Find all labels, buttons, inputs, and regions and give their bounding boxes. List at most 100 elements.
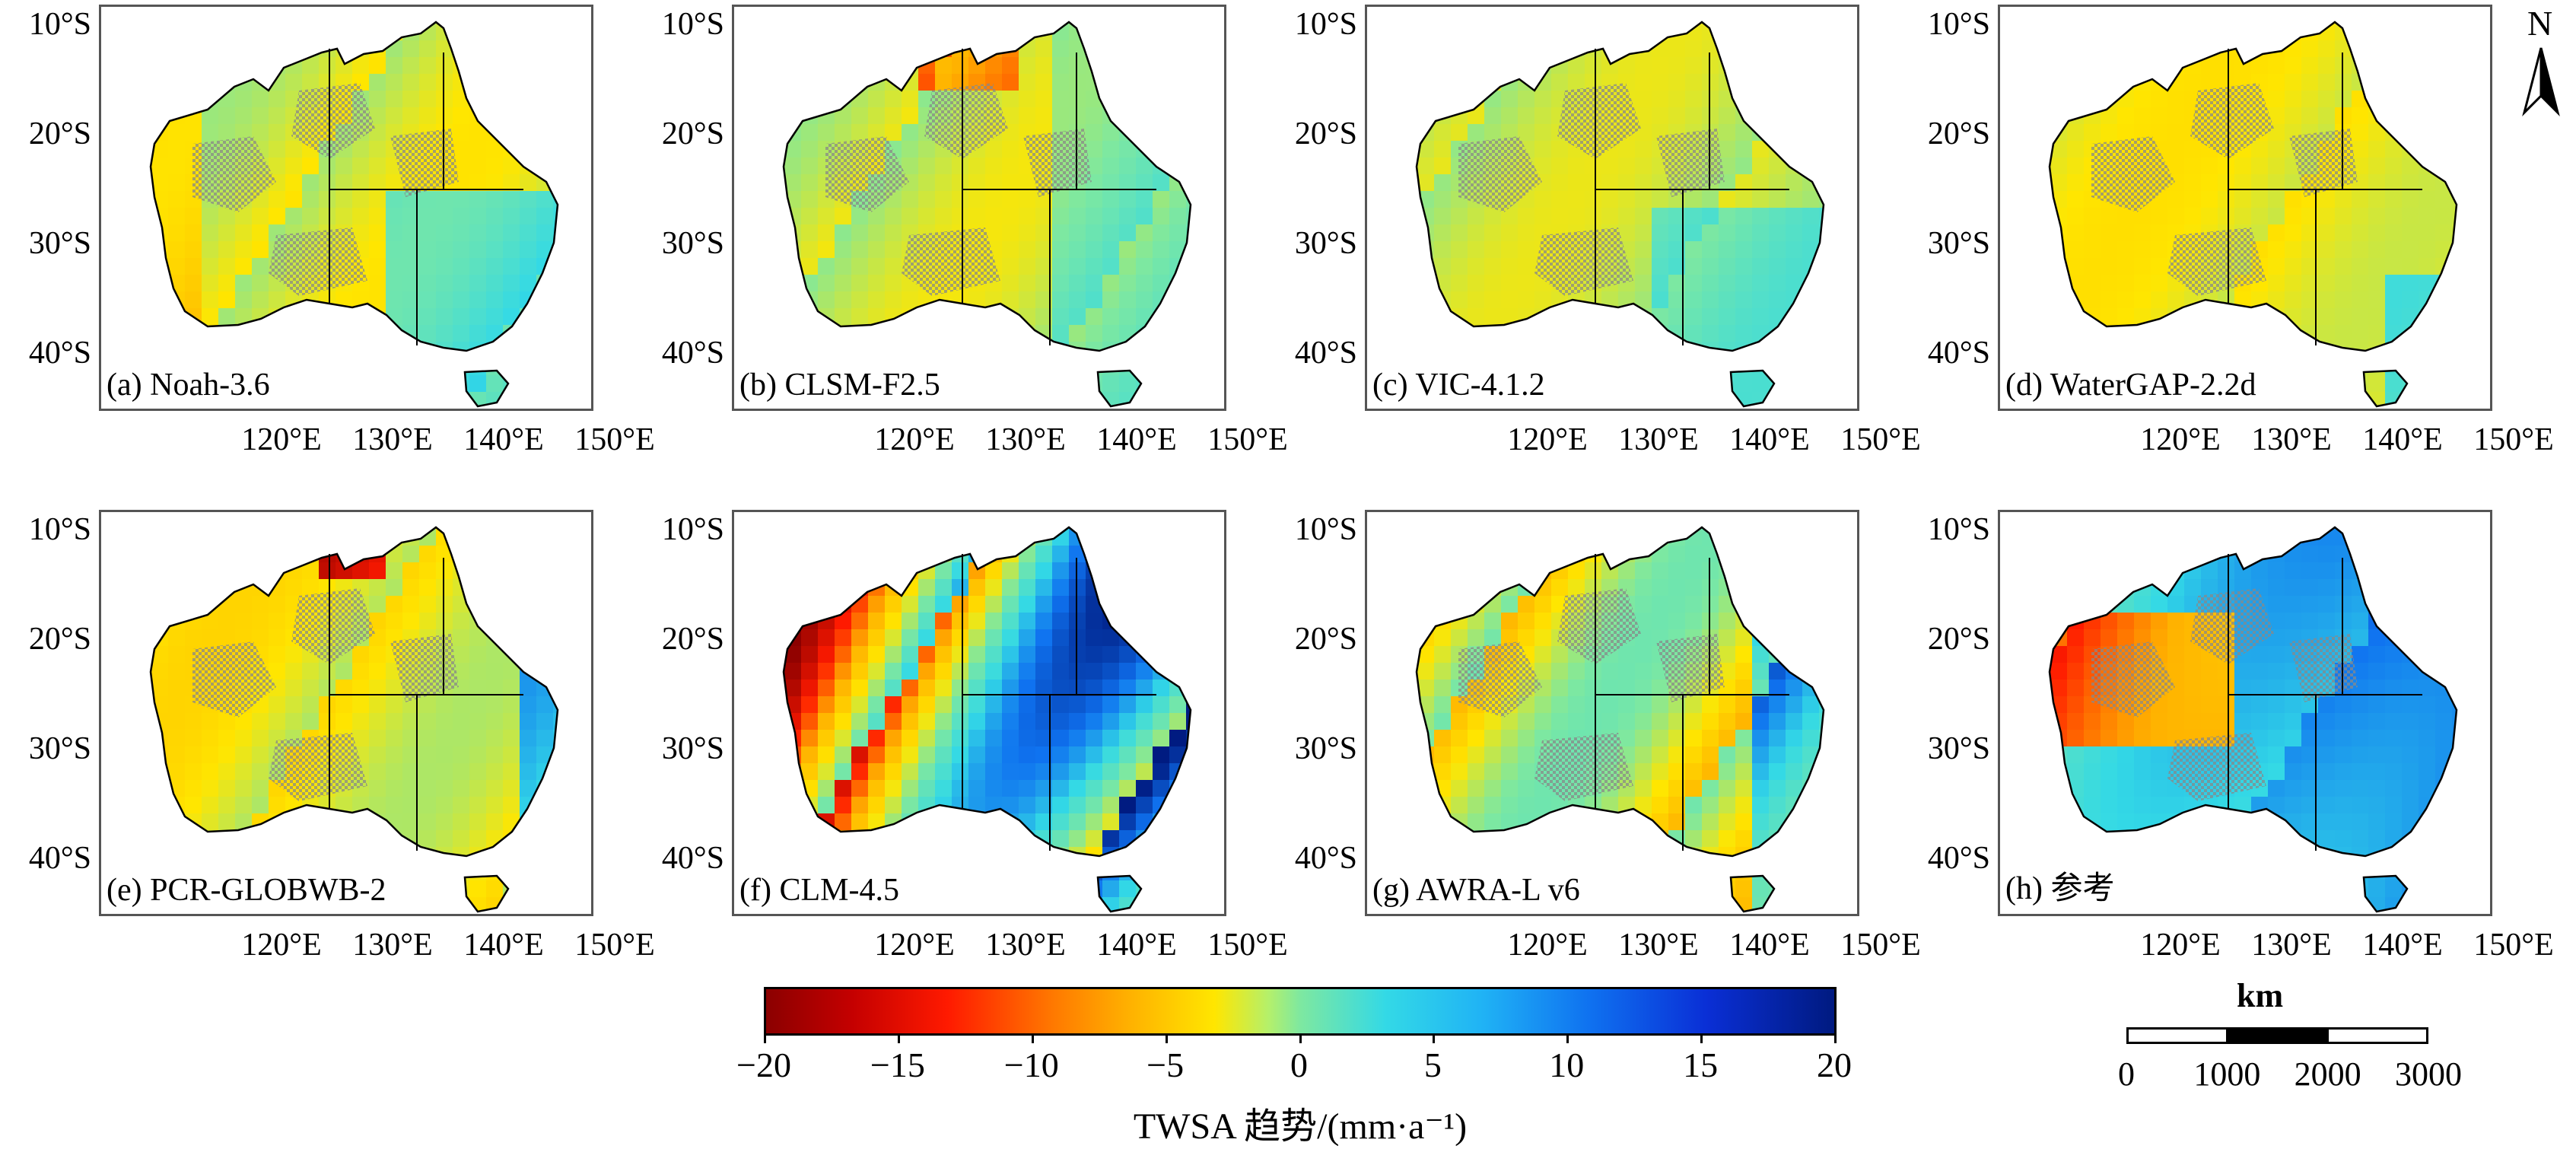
- colorbar-tick-mark: [898, 1036, 900, 1043]
- colorbar-tick-label: −10: [1004, 1045, 1059, 1085]
- panel-label: (h) 参考: [2002, 862, 2117, 909]
- longitude-tick-label: 120°E: [874, 927, 954, 963]
- map-frame: [1998, 510, 2492, 916]
- colorbar-tick-label: −15: [870, 1045, 925, 1085]
- scale-bar-tick-label: 3000: [2395, 1055, 2462, 1093]
- longitude-tick-label: 150°E: [574, 422, 654, 458]
- latitude-tick-label: 20°S: [1928, 621, 1990, 657]
- panel-label: (d) WaterGAP-2.2d: [2002, 367, 2259, 403]
- latitude-tick-label: 30°S: [29, 730, 91, 767]
- panel-label: (e) PCR-GLOBWB-2: [103, 872, 389, 909]
- latitude-tick-label: 20°S: [29, 116, 91, 152]
- longitude-tick-label: 140°E: [2362, 927, 2442, 963]
- latitude-tick-label: 40°S: [1928, 335, 1990, 371]
- colorbar-title: TWSA 趋势/(mm·a⁻¹): [1134, 1096, 1467, 1149]
- longitude-tick-label: 130°E: [985, 422, 1065, 458]
- colorbar-tick-mark: [1700, 1036, 1703, 1043]
- colorbar-tick-label: 5: [1424, 1045, 1442, 1085]
- colorbar-tick-mark: [1433, 1036, 1435, 1043]
- longitude-tick-label: 130°E: [2251, 422, 2331, 458]
- longitude-tick-label: 130°E: [2251, 927, 2331, 963]
- latitude-tick-label: 30°S: [29, 225, 91, 262]
- longitude-tick-label: 120°E: [874, 422, 954, 458]
- longitude-tick-label: 140°E: [2362, 422, 2442, 458]
- latitude-tick-label: 30°S: [1295, 225, 1357, 262]
- panel-label: (a) Noah-3.6: [103, 367, 273, 403]
- latitude-tick-label: 20°S: [662, 621, 724, 657]
- colorbar-tick-label: 20: [1817, 1045, 1852, 1085]
- longitude-tick-label: 140°E: [1729, 927, 1809, 963]
- longitude-tick-label: 130°E: [352, 422, 432, 458]
- latitude-tick-label: 20°S: [29, 621, 91, 657]
- australia-map: [2000, 512, 2492, 916]
- colorbar-tick-mark: [1566, 1036, 1569, 1043]
- latitude-tick-label: 20°S: [1295, 116, 1357, 152]
- longitude-tick-label: 150°E: [1840, 927, 1920, 963]
- latitude-tick-label: 10°S: [1928, 6, 1990, 43]
- latitude-tick-label: 30°S: [1928, 225, 1990, 262]
- north-arrow-icon: [2518, 6, 2564, 120]
- latitude-tick-label: 30°S: [1295, 730, 1357, 767]
- map-frame: [99, 5, 593, 411]
- longitude-tick-label: 150°E: [1207, 927, 1287, 963]
- panel-label: (f) CLM-4.5: [736, 872, 902, 909]
- colorbar-tick-label: 15: [1683, 1045, 1718, 1085]
- longitude-tick-label: 120°E: [2140, 422, 2220, 458]
- colorbar-tick-mark: [764, 1036, 766, 1043]
- map-frame: [99, 510, 593, 916]
- australia-map: [1367, 512, 1859, 916]
- longitude-tick-label: 120°E: [1507, 927, 1587, 963]
- scale-bar-tick-label: 1000: [2193, 1055, 2260, 1093]
- longitude-tick-label: 120°E: [2140, 927, 2220, 963]
- colorbar-tick-mark: [1166, 1036, 1168, 1043]
- longitude-tick-label: 130°E: [1618, 927, 1698, 963]
- longitude-tick-label: 140°E: [1096, 422, 1176, 458]
- latitude-tick-label: 40°S: [662, 840, 724, 877]
- latitude-tick-label: 10°S: [29, 511, 91, 548]
- longitude-tick-label: 150°E: [1207, 422, 1287, 458]
- latitude-tick-label: 20°S: [1295, 621, 1357, 657]
- scale-bar-tick-label: 2000: [2295, 1055, 2361, 1093]
- panel-label: (c) VIC-4.1.2: [1369, 367, 1548, 403]
- longitude-tick-label: 150°E: [2473, 422, 2553, 458]
- latitude-tick-label: 30°S: [662, 225, 724, 262]
- australia-map: [101, 512, 593, 916]
- scale-bar: [2126, 1027, 2428, 1044]
- colorbar-tick-label: −20: [736, 1045, 791, 1085]
- longitude-tick-label: 130°E: [1618, 422, 1698, 458]
- longitude-tick-label: 130°E: [352, 927, 432, 963]
- colorbar-tick-label: −5: [1146, 1045, 1184, 1085]
- latitude-tick-label: 10°S: [1295, 511, 1357, 548]
- longitude-tick-label: 140°E: [1096, 927, 1176, 963]
- latitude-tick-label: 10°S: [1928, 511, 1990, 548]
- longitude-tick-label: 130°E: [985, 927, 1065, 963]
- longitude-tick-label: 140°E: [463, 422, 543, 458]
- latitude-tick-label: 40°S: [29, 335, 91, 371]
- latitude-tick-label: 30°S: [662, 730, 724, 767]
- longitude-tick-label: 120°E: [1507, 422, 1587, 458]
- australia-map: [734, 7, 1226, 411]
- scale-bar-tick-label: 0: [2118, 1055, 2135, 1093]
- panel-label: (b) CLSM-F2.5: [736, 367, 943, 403]
- longitude-tick-label: 120°E: [241, 927, 321, 963]
- latitude-tick-label: 40°S: [1928, 840, 1990, 877]
- australia-map: [101, 7, 593, 411]
- latitude-tick-label: 10°S: [662, 6, 724, 43]
- australia-map: [734, 512, 1226, 916]
- map-frame: [1365, 510, 1859, 916]
- longitude-tick-label: 140°E: [1729, 422, 1809, 458]
- latitude-tick-label: 20°S: [662, 116, 724, 152]
- longitude-tick-label: 140°E: [463, 927, 543, 963]
- latitude-tick-label: 40°S: [662, 335, 724, 371]
- panel-label: (g) AWRA-L v6: [1369, 872, 1583, 909]
- latitude-tick-label: 10°S: [29, 6, 91, 43]
- scale-bar-unit: km: [2237, 976, 2283, 1015]
- colorbar-tick-label: 10: [1549, 1045, 1584, 1085]
